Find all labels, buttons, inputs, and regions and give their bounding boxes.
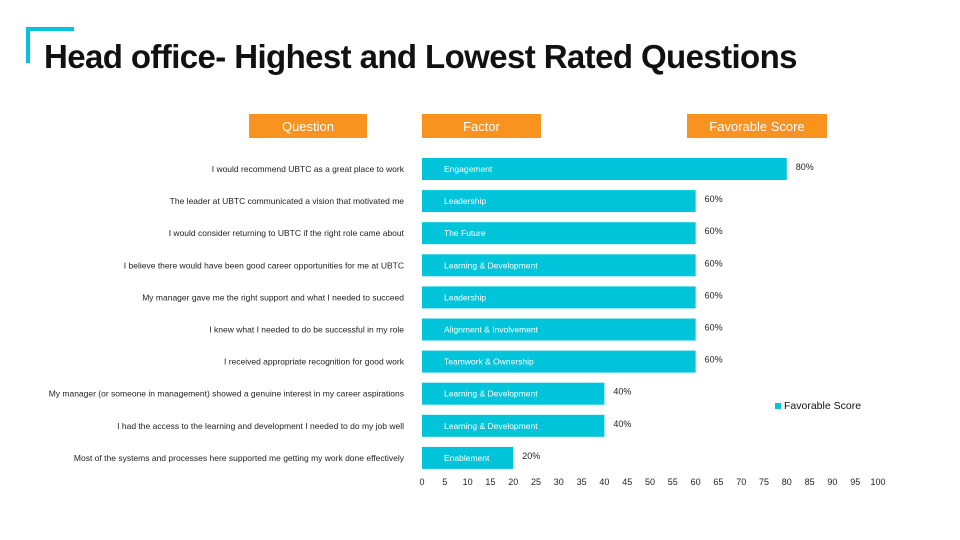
bar xyxy=(422,222,696,245)
bar xyxy=(422,286,696,309)
x-tick-label: 90 xyxy=(827,477,837,487)
chart-legend: Favorable Score xyxy=(775,400,861,412)
bar xyxy=(422,446,514,469)
bar xyxy=(422,350,696,373)
x-tick-label: 0 xyxy=(419,477,424,487)
x-tick-label: 5 xyxy=(442,477,447,487)
factor-label: Engagement xyxy=(444,164,493,174)
question-label: My manager gave me the right support and… xyxy=(142,292,404,302)
x-tick-label: 35 xyxy=(577,477,587,487)
factor-label: The Future xyxy=(444,228,486,238)
data-label: 40% xyxy=(613,419,631,429)
bar xyxy=(422,190,696,213)
data-label: 40% xyxy=(613,387,631,397)
question-label: I would consider returning to UBTC if th… xyxy=(169,228,405,238)
x-tick-label: 10 xyxy=(463,477,473,487)
factor-label: Teamwork & Ownership xyxy=(444,357,534,367)
data-label: 20% xyxy=(522,451,540,461)
x-tick-label: 95 xyxy=(850,477,860,487)
x-tick-label: 60 xyxy=(691,477,701,487)
x-tick-label: 20 xyxy=(508,477,518,487)
bar xyxy=(422,382,605,405)
data-label: 60% xyxy=(705,290,723,300)
question-label: I knew what I needed to do be successful… xyxy=(209,325,404,335)
question-label: The leader at UBTC communicated a vision… xyxy=(170,196,405,206)
data-label: 60% xyxy=(705,226,723,236)
x-tick-label: 55 xyxy=(668,477,678,487)
factor-label: Learning & Development xyxy=(444,260,538,270)
page-title: Head office- Highest and Lowest Rated Qu… xyxy=(44,38,798,75)
question-header: Question xyxy=(249,114,367,138)
question-label: Most of the systems and processes here s… xyxy=(74,453,405,463)
data-label: 60% xyxy=(705,194,723,204)
question-label: I would recommend UBTC as a great place … xyxy=(212,164,405,174)
x-tick-label: 75 xyxy=(759,477,769,487)
bar xyxy=(422,318,696,341)
x-tick-label: 65 xyxy=(713,477,723,487)
x-tick-label: 40 xyxy=(599,477,609,487)
factor-header: Factor xyxy=(422,114,541,138)
factor-label: Leadership xyxy=(444,196,486,206)
bar xyxy=(422,414,605,437)
x-tick-label: 45 xyxy=(622,477,632,487)
x-tick-label: 50 xyxy=(645,477,655,487)
legend-label: Favorable Score xyxy=(784,400,862,412)
x-tick-label: 100 xyxy=(870,477,885,487)
question-label: I had the access to the learning and dev… xyxy=(117,421,404,431)
factor-label: Leadership xyxy=(444,292,486,302)
data-label: 60% xyxy=(705,355,723,365)
bar xyxy=(422,158,787,180)
x-tick-label: 30 xyxy=(554,477,564,487)
factor-label: Alignment & Involvement xyxy=(444,325,539,335)
question-label: I believe there would have been good car… xyxy=(124,260,404,270)
question-label: I received appropriate recognition for g… xyxy=(224,357,405,367)
title-accent-bracket xyxy=(26,27,74,63)
data-label: 80% xyxy=(796,162,814,172)
x-tick-label: 15 xyxy=(485,477,495,487)
data-label: 60% xyxy=(705,258,723,268)
data-label: 60% xyxy=(705,323,723,333)
x-tick-label: 85 xyxy=(805,477,815,487)
x-tick-label: 80 xyxy=(782,477,792,487)
x-tick-label: 25 xyxy=(531,477,541,487)
question-label: My manager (or someone in management) sh… xyxy=(49,389,404,399)
factor-label: Learning & Development xyxy=(444,389,538,399)
favorable-score-header: Favorable Score xyxy=(687,114,827,138)
factor-label: Learning & Development xyxy=(444,421,538,431)
x-tick-label: 70 xyxy=(736,477,746,487)
factor-label: Enablement xyxy=(444,453,490,463)
bar xyxy=(422,254,696,277)
legend-swatch xyxy=(775,403,781,409)
